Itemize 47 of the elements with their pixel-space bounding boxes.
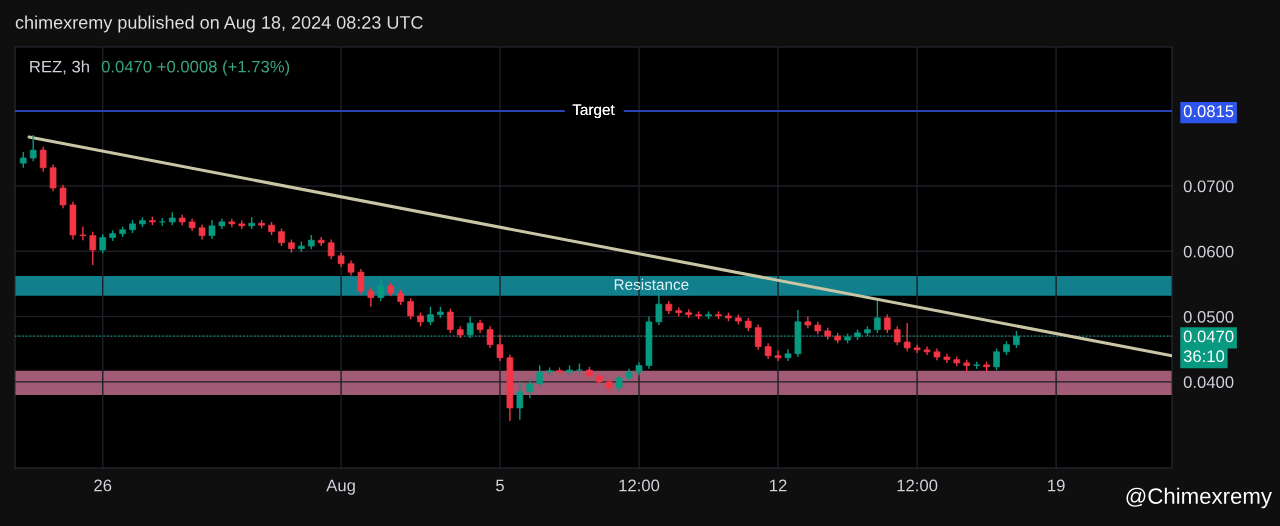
candlestick — [496, 334, 504, 362]
x-tick-label: 12 — [770, 479, 787, 492]
candlestick — [516, 381, 524, 421]
candlestick — [655, 292, 663, 326]
candlestick — [446, 308, 454, 334]
text: REZ, 3h — [30, 60, 89, 75]
candlestick — [893, 325, 901, 346]
candlestick — [903, 322, 911, 352]
candlestick — [536, 364, 544, 388]
y-tick-label: 0.0700 — [1183, 180, 1234, 193]
text: @Chimexremy — [1126, 487, 1272, 509]
candlestick — [754, 323, 762, 351]
x-tick-label: 19 — [1048, 479, 1065, 492]
candlestick — [427, 306, 434, 326]
candlestick — [29, 134, 37, 162]
candlestick — [883, 313, 891, 334]
candlestick — [874, 300, 881, 334]
band-label: Resistance — [614, 278, 689, 290]
candlestick — [486, 325, 494, 349]
candlestick — [59, 184, 67, 209]
candlestick — [208, 219, 216, 240]
candlestick — [357, 268, 365, 296]
candlestick — [526, 377, 534, 399]
y-tick-label: 0.0815 — [1183, 105, 1234, 118]
y-tick-label: 0.0600 — [1183, 245, 1234, 258]
text: 36:10 — [1183, 350, 1225, 363]
candlestick — [407, 297, 414, 320]
y-tick-label: 0.0500 — [1183, 310, 1234, 323]
candlestick — [367, 286, 375, 308]
candlestick — [99, 233, 107, 254]
text: chimexremy published on Aug 18, 2024 08:23 UTC — [15, 15, 423, 33]
candlestick — [89, 231, 97, 266]
y-tick-label: 0.0470 — [1183, 330, 1234, 343]
candlestick — [327, 238, 335, 260]
x-tick-label: 12:00 — [897, 479, 938, 492]
candlestick — [377, 276, 385, 302]
text: 0.0470 +0.0008 (+1.73%) — [101, 60, 290, 76]
x-tick-label: 12:00 — [619, 479, 660, 492]
x-tick-label: 26 — [94, 479, 112, 492]
candlestick — [49, 163, 57, 192]
candlestick — [774, 349, 782, 362]
candlestick — [79, 225, 87, 241]
x-tick-label: 5 — [496, 479, 504, 492]
x-tick-label: Aug — [326, 479, 355, 495]
candlestick — [993, 347, 1000, 371]
y-tick-label: 0.0400 — [1183, 376, 1234, 389]
candlestick — [39, 146, 47, 173]
